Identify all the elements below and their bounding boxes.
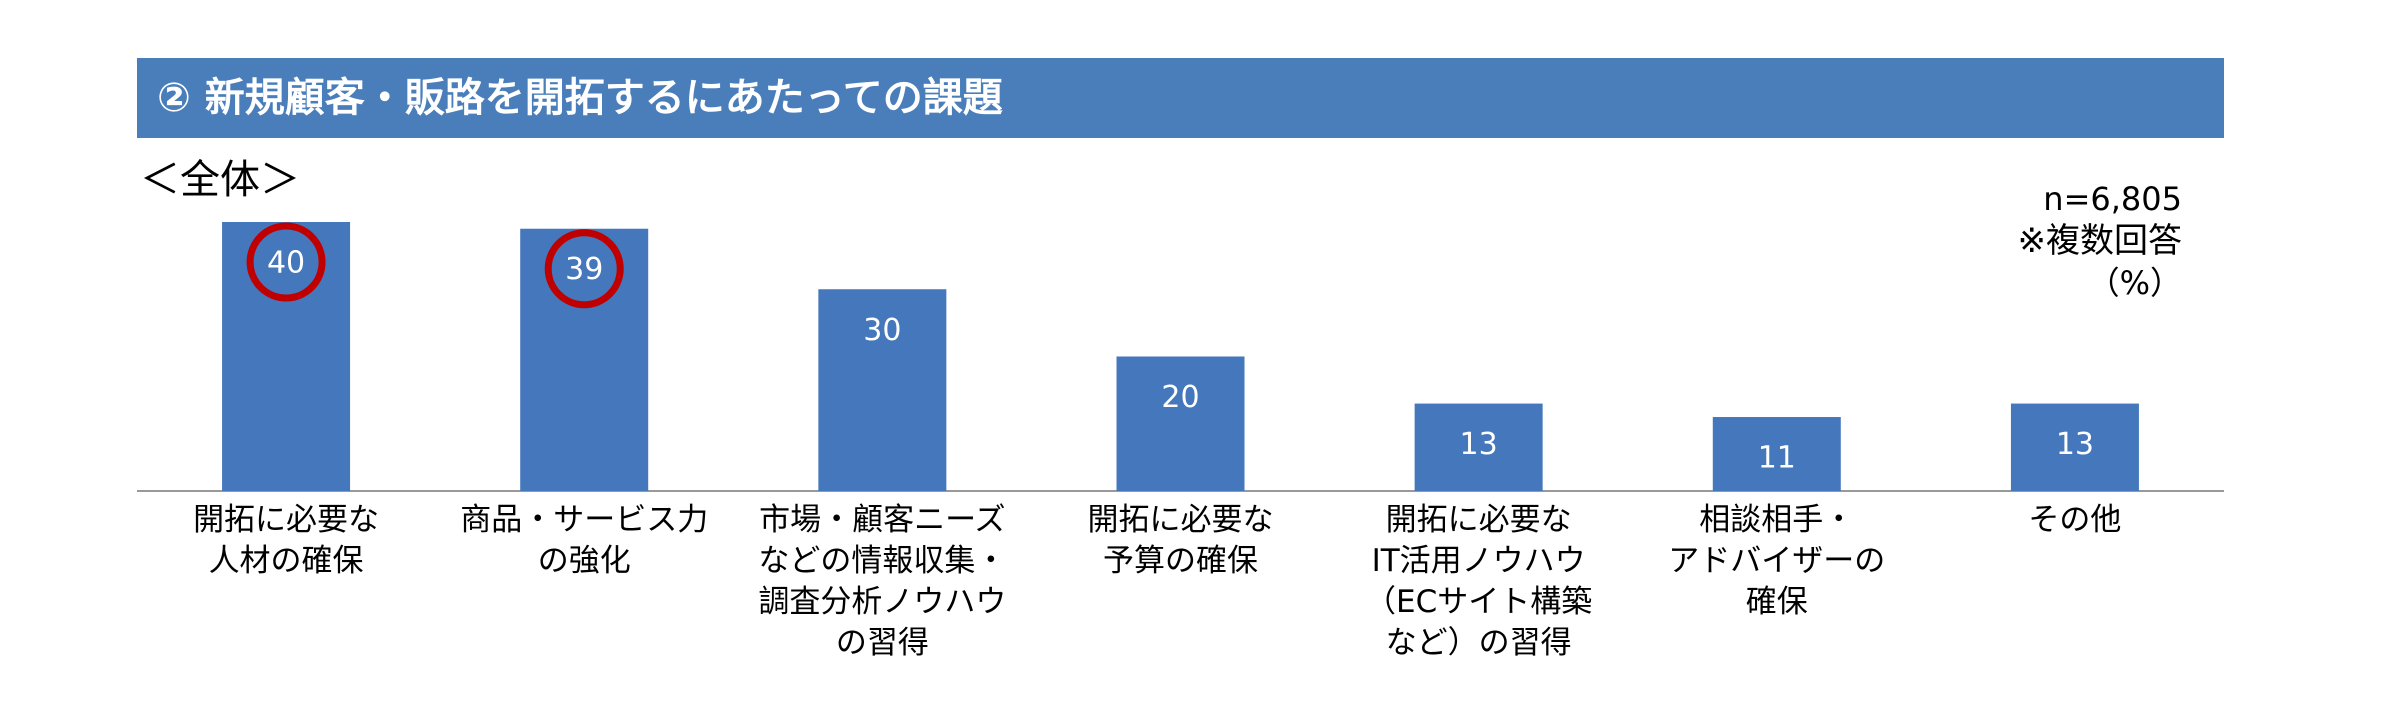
category-label-6: その他 xyxy=(2028,502,2122,538)
bar-4 xyxy=(1414,403,1543,491)
data-label-0: 40 xyxy=(267,246,305,281)
category-label-3: 開拓に必要な 予算の確保 xyxy=(1087,502,1274,579)
bar-2 xyxy=(818,289,947,491)
bar-0 xyxy=(222,222,351,491)
data-label-5: 11 xyxy=(1758,441,1796,476)
data-label-4: 13 xyxy=(1460,427,1498,462)
bar-5 xyxy=(1712,417,1841,491)
unit-note: （%） xyxy=(2087,264,2182,302)
category-label-5: 相談相手・ アドバイザーの 確保 xyxy=(1668,502,1886,620)
chart-title: ② 新規顧客・販路を開拓するにあたっての課題 xyxy=(157,75,1003,121)
bar-1 xyxy=(520,228,649,491)
category-label-1: 商品・サービス力 の強化 xyxy=(460,502,709,579)
category-label-4: 開拓に必要な IT活用ノウハウ （ECサイト構築 など）の習得 xyxy=(1365,502,1593,661)
bar-3 xyxy=(1116,356,1245,491)
data-label-1: 39 xyxy=(565,252,603,287)
highlight-circle-1 xyxy=(544,229,624,309)
category-label-2: 市場・顧客ニーズ などの情報収集・ 調査分析ノウハウ の習得 xyxy=(758,502,1007,661)
category-label-0: 開拓に必要な 人材の確保 xyxy=(193,502,380,579)
highlight-circle-0 xyxy=(246,222,326,302)
chart-subtitle: ＜全体＞ xyxy=(140,157,300,203)
multiple-answer-note: ※複数回答 xyxy=(2017,221,2183,261)
data-label-2: 30 xyxy=(863,313,901,348)
bar-6 xyxy=(2010,403,2139,491)
chart-notes: n=6,805 ※複数回答 （%） xyxy=(2018,178,2183,304)
data-label-3: 20 xyxy=(1161,380,1199,415)
sample-size-note: n=6,805 xyxy=(2043,180,2182,218)
data-label-6: 13 xyxy=(2056,427,2094,462)
chart-title-bar: ② 新規顧客・販路を開拓するにあたっての課題 xyxy=(137,58,2224,138)
